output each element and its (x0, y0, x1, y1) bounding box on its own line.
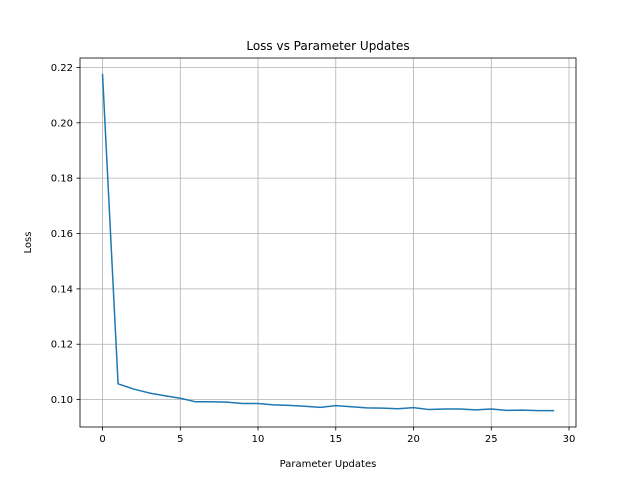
x-axis-label: Parameter Updates (280, 459, 377, 470)
x-tick-label: 0 (99, 434, 105, 445)
series-layer (101, 73, 555, 412)
x-tick-label: 15 (329, 434, 342, 445)
chart-title: Loss vs Parameter Updates (246, 39, 409, 53)
x-axis-ticks: 0 5 10 15 20 25 30 (99, 427, 575, 445)
y-axis-ticks: 0.10 0.12 0.14 0.16 0.18 0.20 0.22 (51, 63, 80, 406)
y-tick-label: 0.14 (51, 284, 73, 295)
x-tick-label: 25 (485, 434, 498, 445)
plot-frame (79, 57, 577, 428)
y-tick-label: 0.20 (51, 118, 73, 129)
y-axis-label: Loss (23, 232, 34, 254)
x-tick-label: 10 (252, 434, 265, 445)
y-tick-label: 0.18 (51, 174, 73, 185)
x-tick-label: 30 (563, 434, 576, 445)
y-tick-label: 0.10 (51, 395, 73, 406)
y-tick-label: 0.16 (51, 229, 73, 240)
grid (80, 58, 576, 427)
y-tick-label: 0.12 (51, 340, 73, 351)
loss-series-line (101, 73, 555, 412)
x-tick-label: 5 (177, 434, 183, 445)
y-tick-label: 0.22 (51, 63, 73, 74)
x-tick-label: 20 (407, 434, 420, 445)
